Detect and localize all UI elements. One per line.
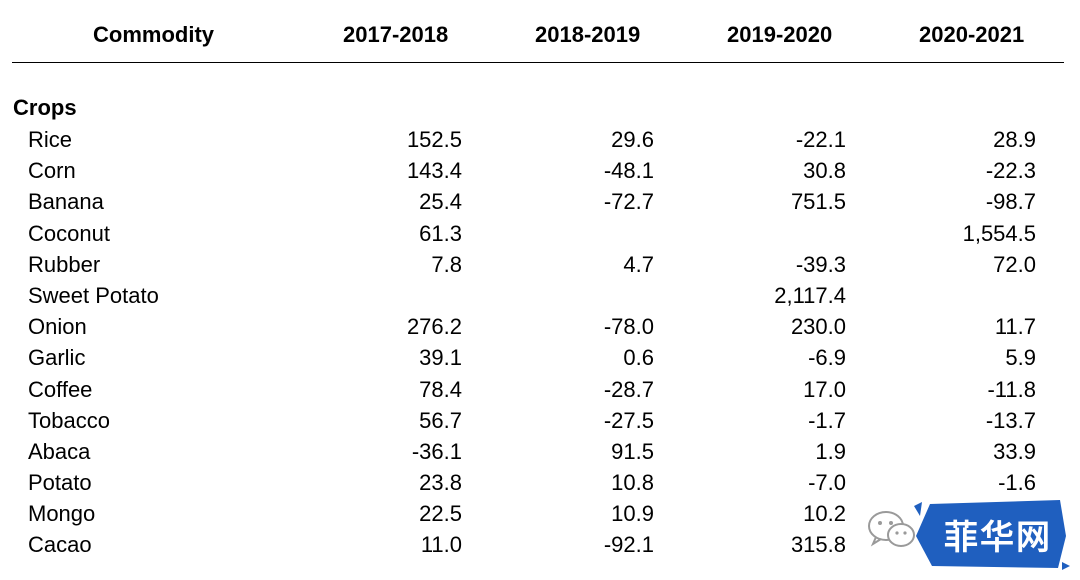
value-cell: 7.8 bbox=[431, 251, 462, 277]
header-divider bbox=[12, 62, 1064, 63]
value-cell: 5.9 bbox=[1005, 345, 1036, 371]
value-cell: 10.9 bbox=[611, 501, 654, 527]
commodity-name: Onion bbox=[28, 314, 87, 340]
value-cell: 1,554.5 bbox=[962, 220, 1036, 246]
value-cell: 0.6 bbox=[623, 345, 654, 371]
section-title-crops: Crops bbox=[13, 95, 77, 120]
header-year-2019-2020: 2019-2020 bbox=[727, 22, 833, 47]
table-row: Tobacco 56.7 -27.5 -1.7 -13.7 bbox=[0, 405, 1080, 436]
commodity-name: Sweet Potato bbox=[28, 282, 159, 308]
value-cell: -48.1 bbox=[603, 158, 654, 184]
value-cell: 56.7 bbox=[419, 407, 462, 433]
value-cell: 72.0 bbox=[993, 251, 1036, 277]
value-cell: -1.7 bbox=[808, 407, 846, 433]
value-cell: -22.1 bbox=[795, 127, 846, 152]
table-row: Cacao 11.0 -92.1 315.8 bbox=[0, 529, 1080, 560]
value-cell: 10.2 bbox=[803, 501, 846, 527]
value-cell: 143.4 bbox=[406, 158, 462, 184]
value-cell: -78.0 bbox=[603, 314, 654, 340]
commodity-name: Abaca bbox=[28, 438, 91, 464]
table-row: Abaca -36.1 91.5 1.9 33.9 bbox=[0, 436, 1080, 467]
value-cell: -39.3 bbox=[795, 251, 846, 277]
value-cell: -22.3 bbox=[985, 158, 1036, 184]
value-cell: 91.5 bbox=[611, 438, 654, 464]
value-cell: -1.6 bbox=[998, 470, 1036, 496]
table-row: Banana 25.4 -72.7 751.5 -98.7 bbox=[0, 186, 1080, 217]
brand-text: 菲华网 bbox=[944, 518, 1052, 558]
value-cell: 152.5 bbox=[406, 127, 462, 152]
table-row: Potato 23.8 10.8 -7.0 -1.6 bbox=[0, 467, 1080, 498]
value-cell: 4.7 bbox=[623, 251, 654, 277]
header-year-2017-2018: 2017-2018 bbox=[343, 22, 449, 47]
value-cell: -28.7 bbox=[603, 376, 654, 402]
commodity-name: Mongo bbox=[28, 501, 96, 527]
commodity-name: Tobacco bbox=[28, 407, 110, 433]
value-cell: 29.6 bbox=[611, 127, 654, 152]
value-cell: 1.9 bbox=[815, 438, 846, 464]
commodity-name: Banana bbox=[28, 189, 104, 215]
value-cell: 78.4 bbox=[419, 376, 462, 402]
value-cell: -98.7 bbox=[985, 189, 1036, 215]
table-row: Garlic 39.1 0.6 -6.9 5.9 bbox=[0, 342, 1080, 373]
value-cell: -27.5 bbox=[603, 407, 654, 433]
table-row: Corn 143.4 -48.1 30.8 -22.3 bbox=[0, 155, 1080, 186]
brand-badge bbox=[914, 500, 1070, 570]
commodity-name: Rubber bbox=[28, 251, 101, 277]
commodity-name: Garlic bbox=[28, 345, 86, 371]
value-cell: -11.8 bbox=[987, 376, 1036, 402]
table-row: Onion 276.2 -78.0 230.0 11.7 bbox=[0, 311, 1080, 342]
value-cell: 28.9 bbox=[993, 127, 1036, 152]
value-cell: 10.8 bbox=[611, 470, 654, 496]
table-row: Coffee 78.4 -28.7 17.0 -11.8 bbox=[0, 374, 1080, 405]
value-cell: 315.8 bbox=[790, 532, 846, 558]
value-cell: -92.1 bbox=[603, 532, 654, 558]
commodity-name: Rice bbox=[28, 127, 73, 152]
value-cell: -13.7 bbox=[985, 407, 1036, 433]
value-cell: 276.2 bbox=[406, 314, 462, 340]
value-cell: 25.4 bbox=[419, 189, 462, 215]
commodity-name: Corn bbox=[28, 158, 76, 184]
table-row: Sweet Potato 2,117.4 bbox=[0, 280, 1080, 311]
header-year-2018-2019: 2018-2019 bbox=[535, 22, 641, 47]
value-cell: 751.5 bbox=[790, 189, 846, 215]
value-cell: -6.9 bbox=[808, 345, 846, 371]
value-cell: 33.9 bbox=[993, 438, 1036, 464]
value-cell: 39.1 bbox=[419, 345, 462, 371]
wechat-icon bbox=[868, 511, 915, 547]
commodity-name: Cacao bbox=[28, 532, 92, 558]
commodity-name: Coffee bbox=[28, 376, 93, 402]
value-cell: 11.7 bbox=[994, 314, 1036, 340]
table-body: Rice 152.5 29.6 -22.1 28.9 Corn 143.4 -48.1 30.8… bbox=[0, 124, 1080, 561]
table-row: Coconut 61.3 1,554.5 bbox=[0, 218, 1080, 249]
value-cell: -7.0 bbox=[808, 470, 846, 496]
value-cell: -72.7 bbox=[603, 189, 654, 215]
commodity-name: Coconut bbox=[28, 220, 110, 246]
value-cell: 2,117.4 bbox=[774, 282, 846, 308]
value-cell: 230.0 bbox=[790, 314, 846, 340]
value-cell: 61.3 bbox=[419, 220, 462, 246]
commodity-name: Potato bbox=[28, 470, 92, 496]
table-row: Rubber 7.8 4.7 -39.3 72.0 bbox=[0, 249, 1080, 280]
value-cell: 22.5 bbox=[419, 501, 462, 527]
table-row: Rice 152.5 29.6 -22.1 28.9 bbox=[0, 124, 1080, 155]
watermark: 菲华网 bbox=[866, 492, 1078, 580]
header-commodity: Commodity bbox=[93, 22, 214, 47]
value-cell: 23.8 bbox=[419, 470, 462, 496]
header-year-2020-2021: 2020-2021 bbox=[919, 22, 1025, 47]
value-cell: 30.8 bbox=[803, 158, 846, 184]
value-cell: 17.0 bbox=[803, 376, 846, 402]
value-cell: 11.0 bbox=[420, 532, 462, 558]
table-header-row: Commodity 2017-2018 2018-2019 2019-2020 … bbox=[0, 14, 1080, 58]
table-row: Mongo 22.5 10.9 10.2 bbox=[0, 498, 1080, 529]
value-cell: -36.1 bbox=[411, 438, 462, 464]
